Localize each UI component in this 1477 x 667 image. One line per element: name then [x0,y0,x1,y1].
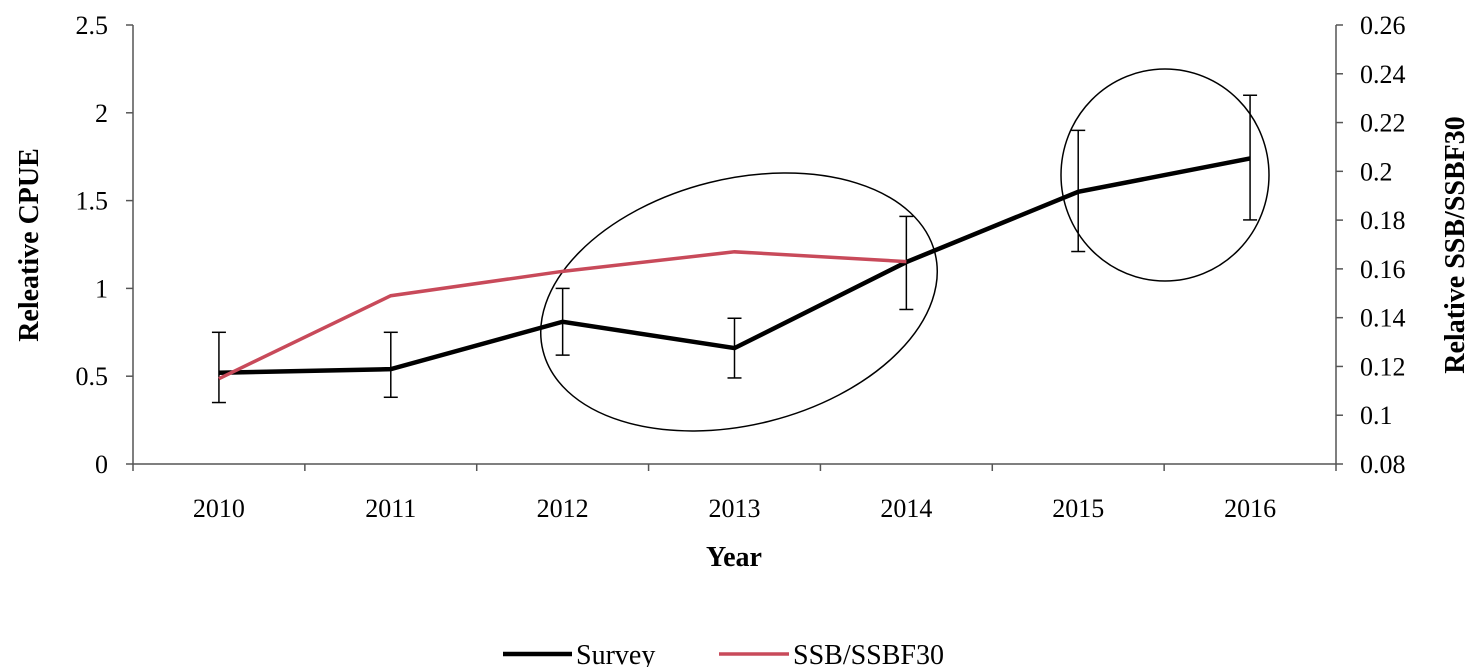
y-tick-left-label: 0.5 [76,362,109,391]
y-ticks-left: 0 0.5 1 1.5 2 2.5 [76,11,133,479]
x-tick-label: 2010 [193,494,245,523]
y-axis-title-right: Relative SSB/SSBF30 [1440,116,1471,373]
y-tick-right-label: 0.14 [1360,304,1406,333]
y-tick-right-label: 0.24 [1360,60,1406,89]
x-tick-label: 2011 [365,494,416,523]
legend: Survey SSB/SSBF30 [503,640,944,667]
y-tick-right-label: 0.18 [1360,206,1406,235]
series-ssb-ssbf30 [218,250,907,381]
x-ticks: 2010 2011 2012 2013 2014 2015 2016 [132,464,1337,523]
series-survey [211,94,1258,404]
y-tick-left-label: 1 [95,274,108,303]
annotation-ellipse-2015-2016 [1060,68,1270,282]
series-line [218,156,1251,375]
y-tick-right-label: 0.16 [1360,255,1406,284]
y-tick-right-label: 0.26 [1360,11,1406,40]
y-tick-left-label: 1.5 [76,187,109,216]
y-tick-right-label: 0.1 [1360,401,1393,430]
y-tick-right-label: 0.08 [1360,450,1406,479]
y-tick-left-label: 2 [95,99,108,128]
x-axis-title: Year [706,542,762,573]
x-tick-label: 2012 [537,494,589,523]
y-tick-left-label: 0 [95,450,108,479]
axes [132,25,1337,465]
y-tick-right-label: 0.22 [1360,109,1406,138]
x-tick-label: 2015 [1052,494,1104,523]
series-layer [211,94,1258,404]
y-tick-left-label: 2.5 [76,11,109,40]
legend-label: SSB/SSBF30 [793,640,944,667]
x-tick-label: 2016 [1224,494,1276,523]
x-tick-label: 2013 [709,494,761,523]
annotations [540,68,1270,432]
series-line [218,250,907,381]
y-tick-right-label: 0.12 [1360,352,1406,381]
x-tick-label: 2014 [880,494,932,523]
y-ticks-right: 0.08 0.1 0.12 0.14 0.16 0.18 0.2 0.22 0.24 0.26 [1336,11,1406,479]
annotation-ellipse-2012-2014 [540,172,938,432]
legend-label: Survey [576,640,655,667]
y-axis-title-left: Releative CPUE [14,148,45,342]
y-tick-right-label: 0.2 [1360,157,1393,186]
